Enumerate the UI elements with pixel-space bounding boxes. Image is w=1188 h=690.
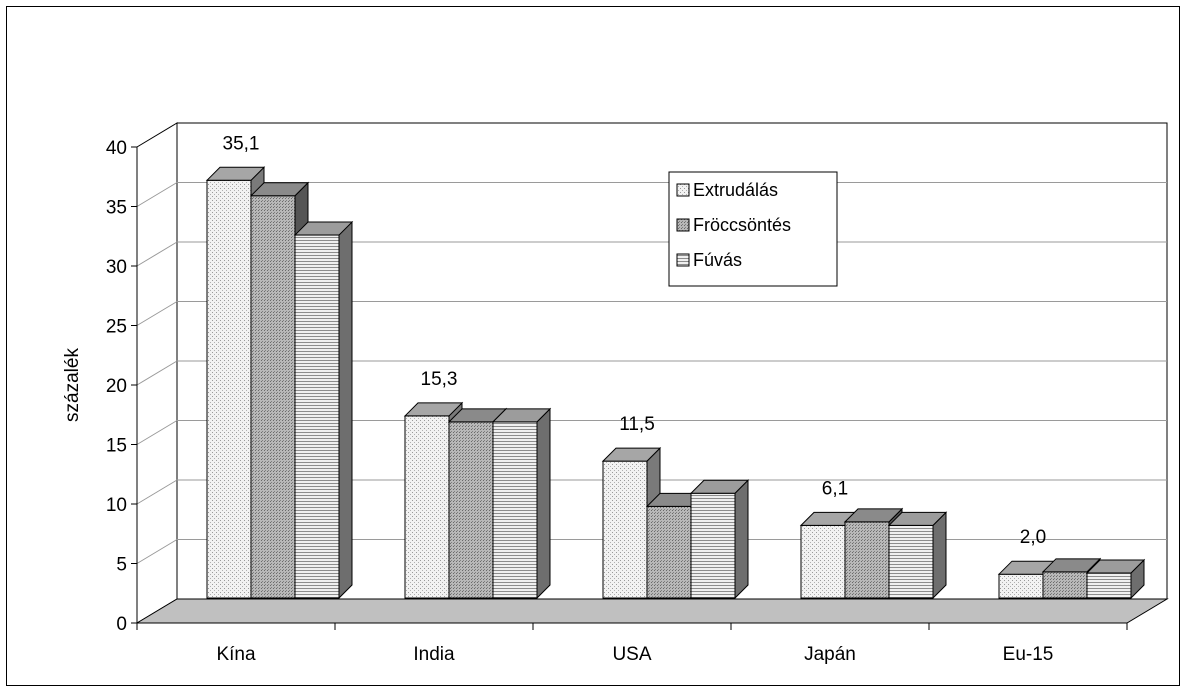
bar-kina-fuvas xyxy=(293,220,354,600)
data-label-india: 15,3 xyxy=(421,369,458,390)
bar-front xyxy=(602,460,648,599)
y-tick-label: 35 xyxy=(106,198,127,219)
legend: Extrudálás Fröccsöntés Fúvás xyxy=(668,171,838,287)
bar-usa-fuvas xyxy=(689,479,750,600)
x-tick-label-eu-15: Eu-15 xyxy=(1003,644,1054,665)
bar-front xyxy=(844,521,890,599)
bar-front xyxy=(404,415,450,599)
bar-top xyxy=(293,221,354,236)
bar-top xyxy=(1041,558,1102,573)
bar-top xyxy=(403,402,464,417)
y-tick-label: 30 xyxy=(106,257,127,278)
y-tick-label: 25 xyxy=(106,317,127,338)
bar-top xyxy=(1085,559,1146,574)
gridline-side xyxy=(136,241,178,267)
x-axis: Kína India USA Japán Eu-15 xyxy=(136,622,1128,665)
x-tick-label-usa: USA xyxy=(612,644,651,665)
bar-top xyxy=(249,182,310,197)
gridline-side xyxy=(136,360,178,386)
y-tick-label: 0 xyxy=(116,614,127,635)
bar-front xyxy=(800,524,846,599)
legend-swatch xyxy=(676,253,690,267)
x-tick-label-india: India xyxy=(413,644,455,665)
data-label-usa: 11,5 xyxy=(619,414,655,435)
y-tick-label: 40 xyxy=(106,138,127,159)
gridline-side xyxy=(136,539,178,564)
legend-label: Fröccsöntés xyxy=(693,215,791,235)
bar-top xyxy=(843,508,904,523)
bars xyxy=(205,166,1146,600)
legend-label: Extrudálás xyxy=(693,180,778,200)
legend-label: Fúvás xyxy=(693,250,742,270)
y-tick-label: 20 xyxy=(106,376,127,397)
bar-side xyxy=(536,407,551,600)
y-axis: 0 5 10 15 20 25 30 35 40 xyxy=(106,138,138,635)
legend-entry-extrudalas: Extrudálás xyxy=(676,180,778,200)
gridline-side xyxy=(136,182,178,207)
bar-front xyxy=(294,234,340,599)
bar-eu-15-fuvas xyxy=(1085,558,1146,600)
bar-top xyxy=(601,447,662,462)
gridline-side xyxy=(136,479,178,505)
gridline-side xyxy=(136,420,178,445)
bar-india-fuvas xyxy=(491,407,552,600)
bar-top xyxy=(205,166,266,181)
bar-top xyxy=(887,511,948,526)
bar-front xyxy=(250,195,296,599)
legend-entry-froccsontes: Fröccsöntés xyxy=(676,215,791,235)
data-label-eu-15: 2,0 xyxy=(1020,527,1046,548)
bar-front xyxy=(492,421,538,599)
bar-front xyxy=(206,179,252,599)
y-tick-label: 15 xyxy=(106,436,127,457)
bar-front xyxy=(448,421,494,599)
floor-plane xyxy=(135,598,1169,624)
chart-frame xyxy=(6,6,1180,686)
legend-entry-fuvas: Fúvás xyxy=(676,250,742,270)
bar-front xyxy=(690,492,736,599)
data-label-kina: 35,1 xyxy=(223,133,260,154)
bar-side xyxy=(932,511,947,600)
bar-side xyxy=(734,479,749,600)
plot-floor xyxy=(135,598,1169,624)
bar-japan-fuvas xyxy=(887,511,948,600)
legend-swatch xyxy=(676,218,690,232)
data-label-japan: 6,1 xyxy=(822,478,848,499)
legend-swatch xyxy=(676,183,690,197)
y-tick-label: 10 xyxy=(106,495,127,516)
bar-top xyxy=(689,479,750,494)
x-tick-label-kina: Kína xyxy=(216,644,256,665)
bar-front xyxy=(646,505,692,599)
y-axis-title: százalék xyxy=(62,348,83,422)
bar-side xyxy=(338,220,353,600)
data-labels: 35,1 15,3 11,5 6,1 2,0 xyxy=(223,133,1047,548)
y-tick-label: 5 xyxy=(116,555,127,576)
legend-box xyxy=(668,171,838,287)
x-tick-label-japan: Japán xyxy=(804,644,856,665)
bar-front xyxy=(1086,572,1132,599)
bar-front xyxy=(1042,571,1088,599)
bar-front xyxy=(998,573,1044,599)
bar-front xyxy=(888,524,934,599)
bar-top xyxy=(491,408,552,423)
gridline-side xyxy=(136,301,178,326)
